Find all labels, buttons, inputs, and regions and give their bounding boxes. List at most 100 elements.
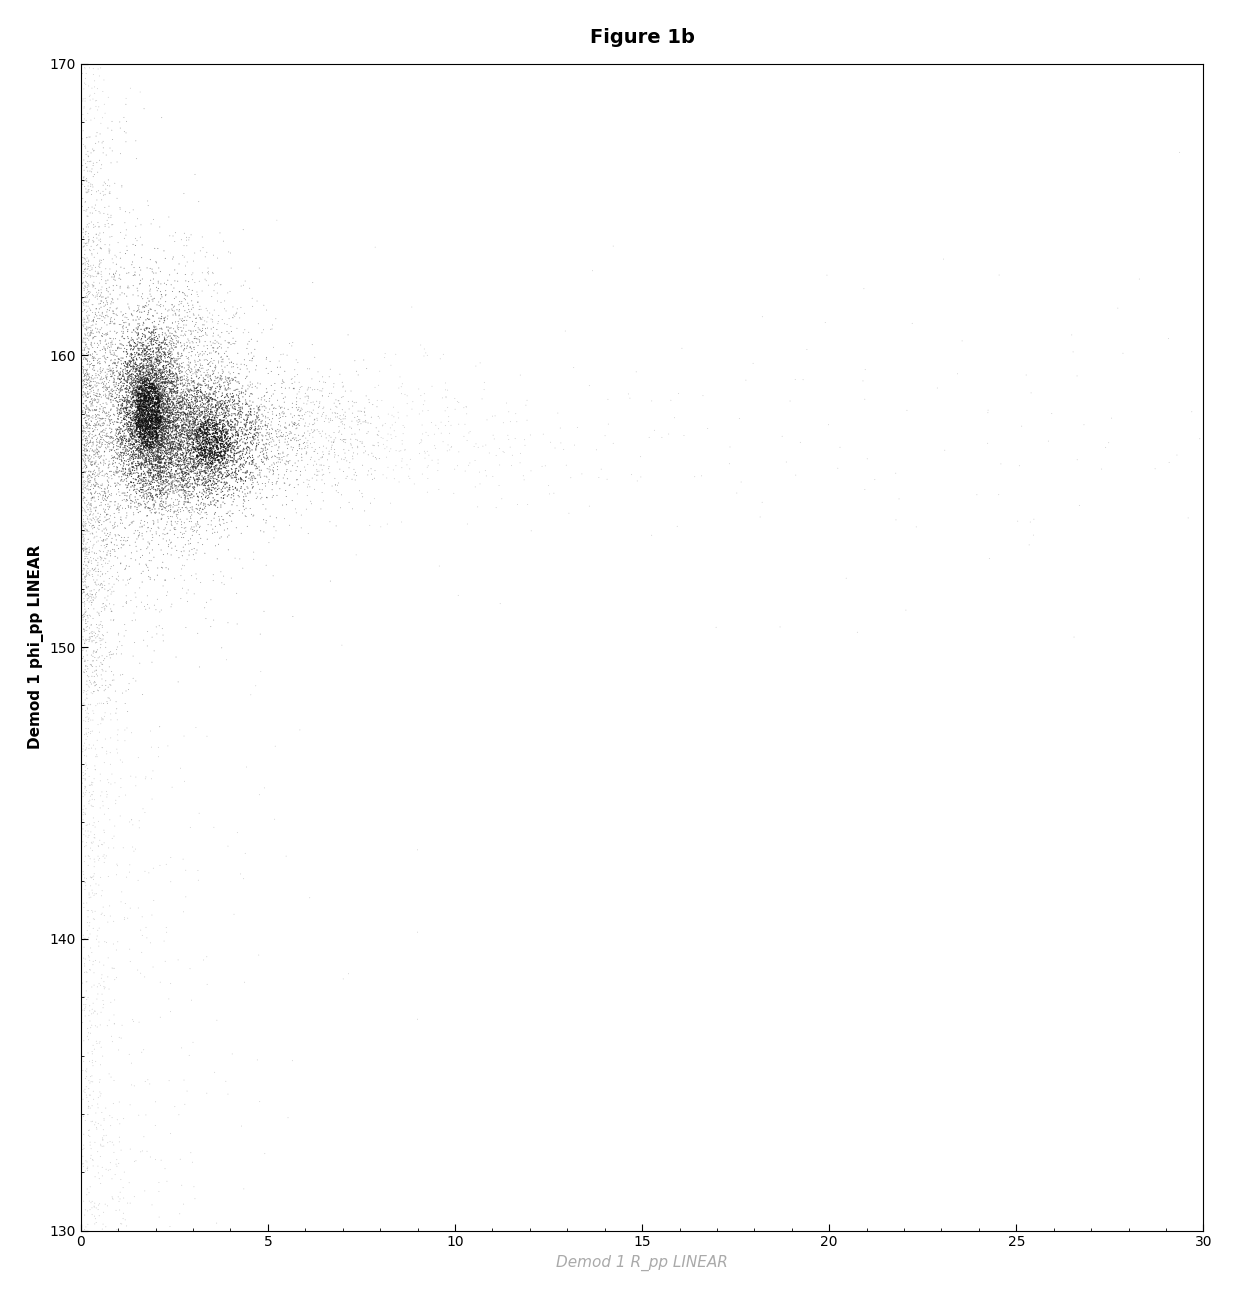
Point [93, 359, 113, 379]
Point [144, 426, 164, 447]
Point [112, 1028, 131, 1048]
Point [381, 439, 401, 460]
Point [113, 427, 133, 448]
Point [205, 434, 224, 455]
Point [135, 457, 155, 478]
Point [126, 373, 146, 394]
Point [231, 446, 250, 466]
Point [153, 449, 172, 470]
Point [126, 375, 146, 396]
Point [150, 368, 170, 388]
Point [179, 271, 198, 292]
Point [156, 357, 176, 378]
Point [83, 395, 103, 416]
Point [239, 331, 259, 352]
Point [122, 359, 141, 379]
Point [102, 433, 122, 453]
Point [329, 391, 348, 412]
Point [153, 373, 172, 394]
Point [195, 414, 215, 435]
Point [112, 466, 131, 487]
Point [156, 352, 176, 373]
Point [131, 361, 151, 382]
Point [290, 465, 310, 486]
Point [140, 439, 160, 460]
Point [249, 460, 269, 481]
Point [88, 78, 108, 99]
Point [360, 390, 379, 410]
Point [81, 300, 100, 321]
Point [146, 360, 166, 381]
Point [78, 900, 98, 921]
Point [130, 399, 150, 420]
Point [83, 462, 103, 483]
Point [133, 482, 153, 503]
Point [190, 343, 210, 364]
Point [197, 421, 217, 442]
Point [470, 474, 490, 495]
Point [449, 585, 469, 605]
Point [195, 435, 215, 456]
Point [186, 400, 206, 421]
Point [110, 397, 130, 418]
Point [73, 629, 93, 650]
Point [218, 242, 238, 262]
Point [284, 438, 304, 459]
Point [102, 418, 122, 439]
Point [95, 431, 115, 452]
Point [139, 404, 159, 425]
Point [109, 386, 129, 407]
Point [184, 1031, 203, 1052]
Point [222, 357, 242, 378]
Point [154, 544, 174, 565]
Point [73, 236, 93, 257]
Point [289, 382, 309, 403]
Point [77, 963, 97, 983]
Point [195, 349, 215, 370]
Point [149, 339, 169, 360]
Point [640, 427, 660, 448]
Point [76, 1082, 95, 1103]
Point [279, 414, 299, 435]
Point [104, 838, 124, 859]
Point [327, 403, 347, 423]
Point [277, 459, 296, 479]
Point [74, 963, 94, 983]
Point [144, 417, 164, 438]
Point [179, 355, 198, 375]
Point [73, 188, 93, 209]
Point [120, 430, 140, 451]
Point [78, 351, 98, 372]
Point [182, 408, 202, 429]
Point [82, 501, 102, 522]
Point [145, 381, 165, 401]
Point [154, 295, 174, 316]
Point [144, 325, 164, 346]
Point [117, 391, 136, 412]
Point [222, 455, 242, 475]
Point [79, 366, 99, 387]
Point [133, 420, 153, 440]
Point [186, 410, 206, 431]
Point [201, 466, 221, 487]
Point [247, 436, 267, 457]
Point [202, 423, 222, 444]
Point [210, 409, 229, 430]
Point [76, 383, 95, 404]
Point [141, 329, 161, 349]
Point [131, 342, 151, 362]
Point [92, 478, 112, 499]
Point [149, 351, 169, 372]
Point [149, 438, 169, 459]
Point [136, 383, 156, 404]
Point [207, 455, 227, 475]
Point [182, 525, 202, 546]
Point [123, 435, 143, 456]
Point [234, 418, 254, 439]
Point [162, 438, 182, 459]
Point [228, 436, 248, 457]
Point [167, 366, 187, 387]
Point [128, 462, 148, 483]
Point [109, 479, 129, 500]
Point [175, 446, 195, 466]
